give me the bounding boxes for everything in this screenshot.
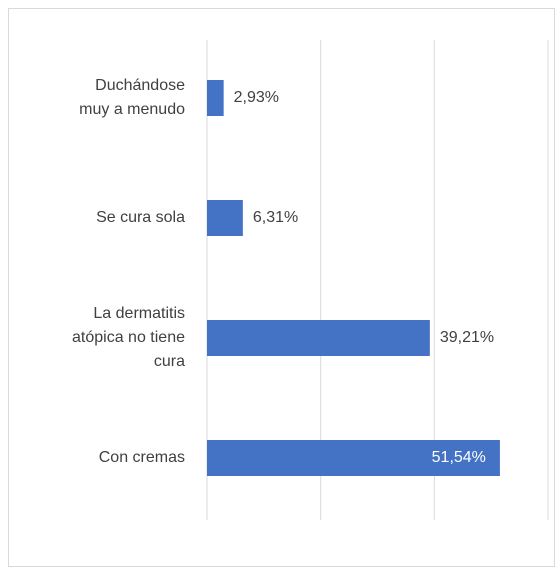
category-label: Con cremas xyxy=(98,449,185,466)
bar xyxy=(207,200,243,236)
category-label: Se cura sola xyxy=(96,209,185,226)
value-label: 39,21% xyxy=(440,329,494,346)
bar xyxy=(207,80,224,116)
category-label: Duchándose muy a menudo xyxy=(79,77,185,118)
bar xyxy=(207,440,500,476)
value-label: 6,31% xyxy=(253,209,298,226)
category-label: La dermatitis atópica no tiene cura xyxy=(72,305,185,370)
value-label: 2,93% xyxy=(234,89,279,106)
bar xyxy=(207,320,430,356)
value-label: 51,54% xyxy=(432,449,486,466)
